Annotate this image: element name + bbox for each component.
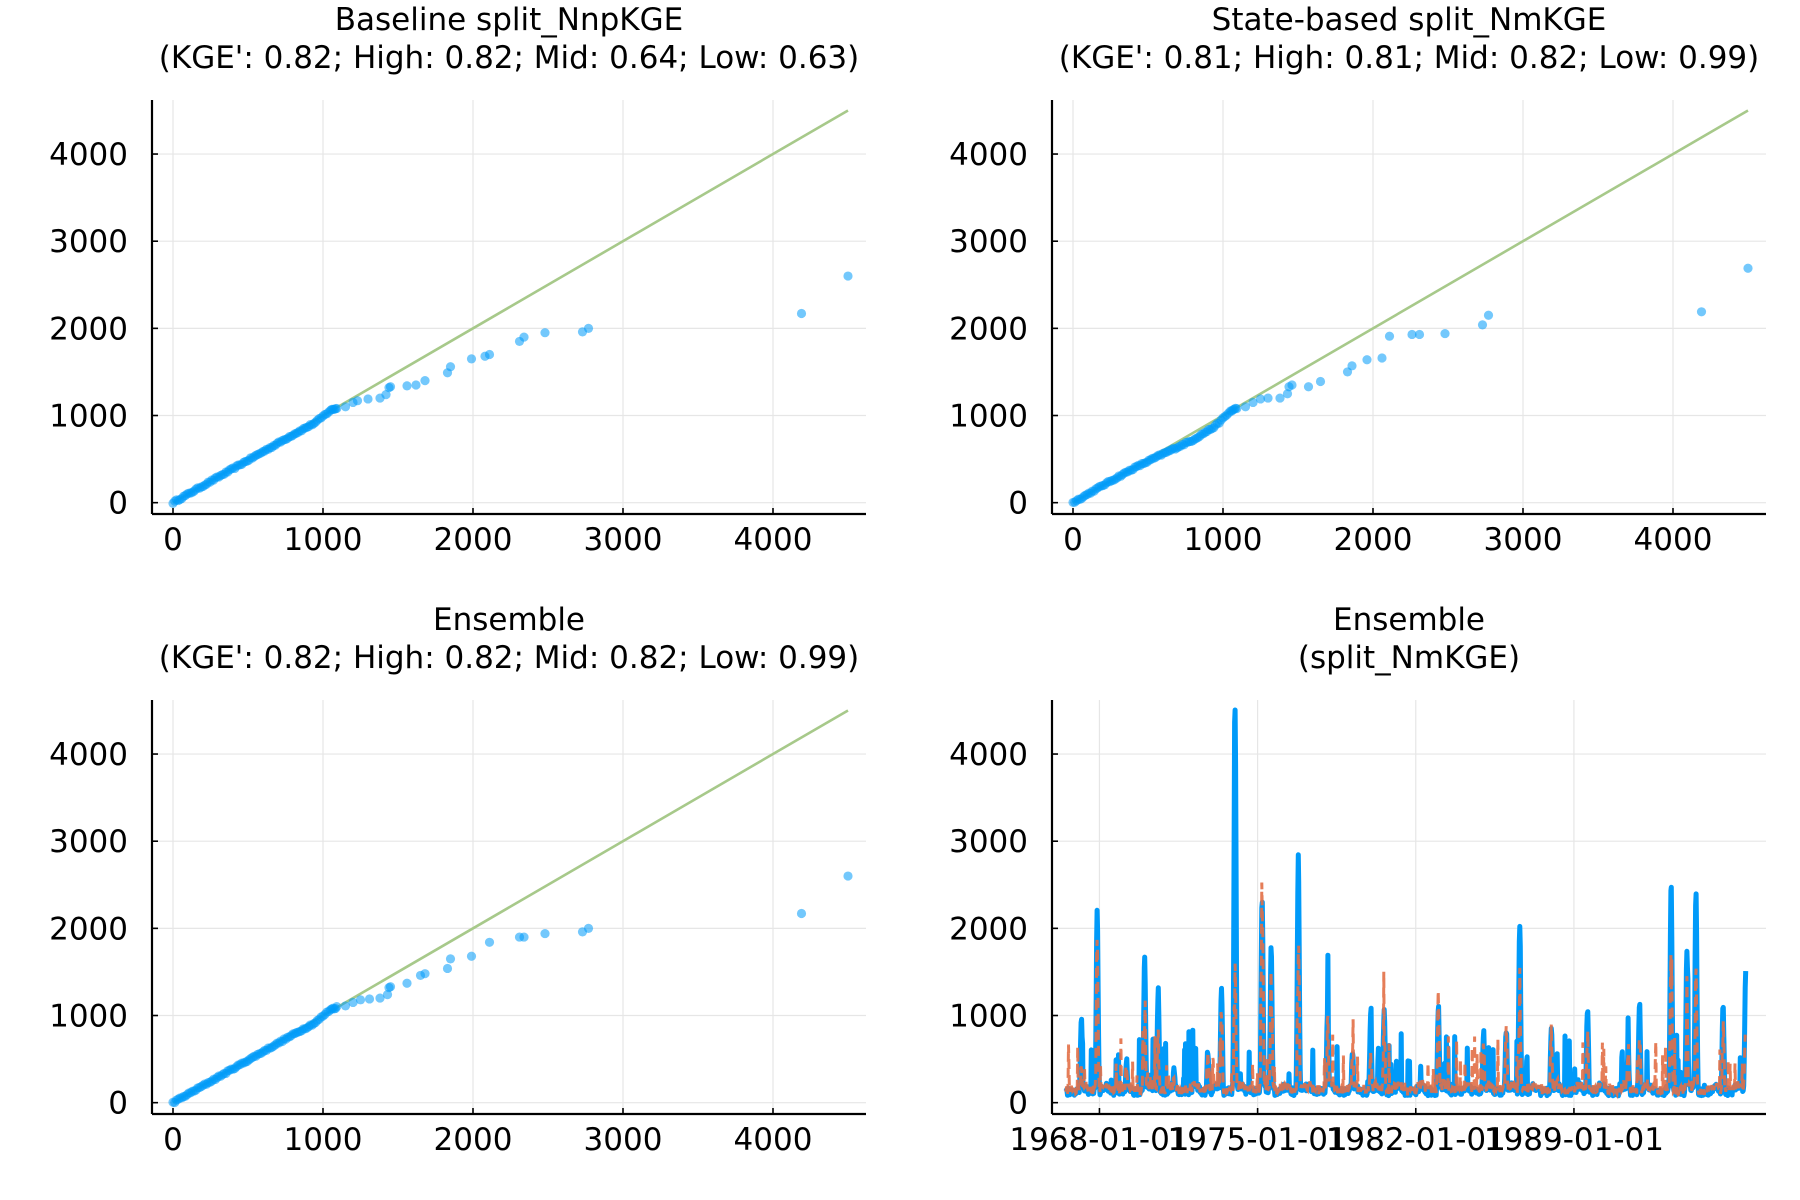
scatter-point bbox=[332, 1002, 341, 1011]
scatter-point bbox=[420, 969, 429, 978]
y-tick-label: 1000 bbox=[49, 999, 128, 1035]
scatter-point bbox=[386, 982, 395, 991]
scatter-point bbox=[1440, 329, 1449, 338]
x-tick-label: 1982-01-01 bbox=[1326, 1122, 1506, 1158]
scatter-point bbox=[519, 332, 528, 341]
scatter-point bbox=[1316, 377, 1325, 386]
x-tick-label: 1000 bbox=[284, 522, 363, 558]
y-tick-label: 0 bbox=[1008, 486, 1028, 522]
scatter-point bbox=[1415, 330, 1424, 339]
y-tick-label: 3000 bbox=[949, 824, 1028, 860]
scatter-point bbox=[485, 350, 494, 359]
y-tick-label: 3000 bbox=[49, 824, 128, 860]
scatter-point bbox=[540, 328, 549, 337]
scatter-point bbox=[1347, 361, 1356, 370]
y-tick-label: 4000 bbox=[949, 137, 1028, 173]
y-tick-label: 0 bbox=[1008, 1086, 1028, 1122]
y-tick-label: 1000 bbox=[49, 399, 128, 435]
panel-title-line: (KGE': 0.82; High: 0.82; Mid: 0.64; Low:… bbox=[159, 40, 859, 76]
x-tick-label: 3000 bbox=[1484, 522, 1563, 558]
scatter-point bbox=[843, 271, 852, 280]
y-tick-label: 3000 bbox=[949, 224, 1028, 260]
scatter-point bbox=[797, 309, 806, 318]
y-tick-label: 1000 bbox=[949, 399, 1028, 435]
x-tick-label: 1000 bbox=[284, 1122, 363, 1158]
scatter-point bbox=[1697, 307, 1706, 316]
x-tick-label: 3000 bbox=[584, 1122, 663, 1158]
panel-title-line: State-based split_NmKGE bbox=[1212, 2, 1607, 38]
scatter-point bbox=[356, 995, 365, 1004]
panel-title-line: (KGE': 0.81; High: 0.81; Mid: 0.82; Low:… bbox=[1059, 40, 1759, 76]
y-tick-label: 2000 bbox=[949, 311, 1028, 347]
scatter-point bbox=[1743, 264, 1752, 273]
scatter-point bbox=[485, 938, 494, 947]
x-tick-label: 0 bbox=[163, 522, 183, 558]
x-tick-label: 4000 bbox=[734, 522, 813, 558]
scatter-point bbox=[420, 376, 429, 385]
y-tick-label: 0 bbox=[108, 1086, 128, 1122]
x-tick-label: 0 bbox=[1063, 522, 1083, 558]
scatter-point bbox=[1377, 353, 1386, 362]
x-tick-label: 4000 bbox=[734, 1122, 813, 1158]
x-tick-label: 2000 bbox=[434, 1122, 513, 1158]
scatter-point bbox=[1287, 380, 1296, 389]
x-tick-label: 0 bbox=[163, 1122, 183, 1158]
scatter-point bbox=[446, 362, 455, 371]
scatter-point bbox=[843, 871, 852, 880]
scatter-point bbox=[1304, 382, 1313, 391]
panel-title-line: Ensemble bbox=[433, 602, 585, 638]
scatter-point bbox=[411, 380, 420, 389]
scatter-point bbox=[540, 929, 549, 938]
x-tick-label: 3000 bbox=[584, 522, 663, 558]
scatter-point bbox=[446, 954, 455, 963]
scatter-point bbox=[332, 404, 341, 413]
x-tick-label: 1989-01-01 bbox=[1484, 1122, 1664, 1158]
panel-title-line: Baseline split_NnpKGE bbox=[335, 2, 683, 38]
scatter-point bbox=[584, 924, 593, 933]
y-tick-label: 4000 bbox=[949, 737, 1028, 773]
scatter-point bbox=[1232, 404, 1241, 413]
scatter-point bbox=[402, 979, 411, 988]
y-tick-label: 2000 bbox=[49, 311, 128, 347]
scatter-point bbox=[467, 354, 476, 363]
panel-title-line: (split_NmKGE) bbox=[1298, 640, 1520, 676]
panel-title-line: (KGE': 0.82; High: 0.82; Mid: 0.82; Low:… bbox=[159, 640, 859, 676]
x-tick-label: 1975-01-01 bbox=[1168, 1122, 1348, 1158]
scatter-point bbox=[365, 994, 374, 1003]
scatter-point bbox=[584, 324, 593, 333]
y-tick-label: 1000 bbox=[949, 999, 1028, 1035]
scatter-point bbox=[467, 952, 476, 961]
scatter-point bbox=[353, 396, 362, 405]
scatter-point bbox=[386, 382, 395, 391]
panel-title-line: Ensemble bbox=[1333, 602, 1485, 638]
x-tick-label: 2000 bbox=[434, 522, 513, 558]
scatter-point bbox=[1385, 332, 1394, 341]
scatter-point bbox=[402, 381, 411, 390]
scatter-point bbox=[1263, 393, 1272, 402]
scatter-point bbox=[1478, 320, 1487, 329]
scatter-point bbox=[1362, 355, 1371, 364]
x-tick-label: 2000 bbox=[1334, 522, 1413, 558]
scatter-point bbox=[1484, 311, 1493, 320]
x-tick-label: 1968-01-01 bbox=[1009, 1122, 1189, 1158]
y-tick-label: 4000 bbox=[49, 737, 128, 773]
y-tick-label: 0 bbox=[108, 486, 128, 522]
y-tick-label: 3000 bbox=[49, 224, 128, 260]
x-tick-label: 1000 bbox=[1184, 522, 1263, 558]
scatter-point bbox=[519, 932, 528, 941]
y-tick-label: 2000 bbox=[49, 911, 128, 947]
scatter-point bbox=[443, 964, 452, 973]
x-tick-label: 4000 bbox=[1634, 522, 1713, 558]
scatter-point bbox=[363, 394, 372, 403]
y-tick-label: 4000 bbox=[49, 137, 128, 173]
scatter-point bbox=[797, 909, 806, 918]
y-tick-label: 2000 bbox=[949, 911, 1028, 947]
